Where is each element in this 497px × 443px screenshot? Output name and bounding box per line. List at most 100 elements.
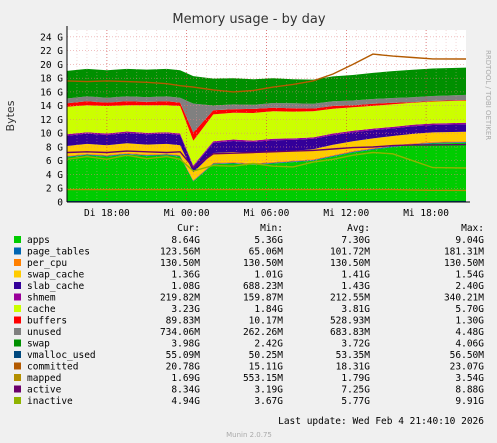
legend-value: 130.50M — [444, 258, 484, 269]
y-tick-label: 18 G — [40, 74, 63, 85]
legend-value: 5.70G — [455, 304, 484, 315]
legend-swatch-committed — [14, 362, 21, 370]
legend-value: 5.36G — [254, 235, 283, 246]
legend-value: 130.50M — [160, 258, 200, 269]
legend-swatch-shmem — [14, 293, 21, 301]
x-tick-label: Mi 18:00 — [403, 208, 449, 219]
legend-value: 683.83M — [330, 327, 370, 338]
legend-value: 55.09M — [166, 350, 201, 361]
legend-swatch-swap — [14, 339, 21, 347]
y-tick-label: 10 G — [40, 129, 63, 140]
legend-name: unused — [27, 327, 61, 338]
legend-swatch-vmalloc_used — [14, 351, 21, 358]
legend-value: 1.69G — [171, 373, 200, 384]
legend-value: 528.93M — [330, 316, 370, 327]
legend-value: 1.08G — [171, 281, 200, 292]
y-axis-label: Bytes — [4, 100, 17, 131]
area-swap_cache — [67, 131, 466, 180]
legend-value: 181.31M — [444, 247, 484, 258]
x-tick-label: Di 18:00 — [84, 208, 130, 219]
legend-name: shmem — [27, 293, 56, 304]
line-active — [66, 143, 467, 169]
area-apps — [67, 142, 466, 202]
legend-value: 4.06G — [455, 339, 484, 350]
legend-value: 3.67G — [254, 396, 283, 407]
y-tick-label: 14 G — [40, 101, 63, 112]
x-tick-label: Mi 00:00 — [164, 208, 210, 219]
line-committed — [66, 53, 467, 93]
y-tick-label: 0 — [57, 198, 63, 209]
y-tick-label: 20 G — [40, 60, 63, 71]
legend-value: 130.50M — [243, 258, 283, 269]
legend-name: per_cpu — [27, 258, 67, 269]
legend-value: 1.41G — [341, 270, 370, 281]
legend-value: 1.36G — [171, 270, 200, 281]
legend-value: 262.26M — [243, 327, 283, 338]
legend-value: 1.43G — [341, 281, 370, 292]
legend-value: 2.40G — [455, 281, 484, 292]
legend-swatch-slab_cache — [14, 282, 21, 289]
line-inactive — [66, 151, 467, 172]
last-update-text: Last update: Wed Feb 4 21:40:10 2026 — [278, 416, 484, 427]
legend-column-header: Max: — [461, 223, 484, 234]
legend-swatch-cache — [14, 305, 21, 312]
legend-name: swap — [27, 339, 50, 350]
area-buffers — [67, 100, 466, 141]
legend-value: 23.07G — [450, 362, 485, 373]
legend-value: 8.34G — [171, 385, 200, 396]
y-tick-label: 4 G — [46, 170, 63, 181]
legend-value: 212.55M — [330, 293, 370, 304]
legend-value: 65.06M — [249, 247, 284, 258]
x-tick-label: Mi 12:00 — [323, 208, 369, 219]
legend-value: 53.35M — [336, 350, 371, 361]
legend-value: 123.56M — [160, 247, 200, 258]
legend-value: 5.77G — [341, 396, 370, 407]
legend-value: 56.50M — [450, 350, 485, 361]
chart-title: Memory usage - by day — [172, 12, 325, 27]
legend-value: 9.91G — [455, 396, 484, 407]
legend-value: 9.04G — [455, 235, 484, 246]
legend-value: 10.17M — [249, 316, 284, 327]
legend-name: inactive — [27, 396, 73, 407]
legend-value: 8.88G — [455, 385, 484, 396]
legend-value: 553.15M — [243, 373, 283, 384]
legend-value: 101.72M — [330, 247, 370, 258]
y-tick-label: 6 G — [46, 156, 63, 167]
legend-value: 1.30G — [455, 316, 484, 327]
legend-column-header: Avg: — [347, 223, 370, 234]
line-mapped — [67, 188, 467, 192]
y-tick-label: 22 G — [40, 46, 63, 57]
legend-value: 7.30G — [341, 235, 370, 246]
area-slab_cache — [67, 124, 466, 173]
legend-value: 4.48G — [455, 327, 484, 338]
legend-value: 18.31G — [336, 362, 371, 373]
legend-value: 15.11G — [249, 362, 284, 373]
legend-value: 1.54G — [455, 270, 484, 281]
legend-swatch-buffers — [14, 316, 21, 324]
axes: 0 2 G 4 G 6 G 8 G 10 G 12 G 14 G 16 G 18 G 20 G 22 … — [40, 26, 470, 219]
legend-swatch-unused — [14, 328, 21, 335]
legend-name: buffers — [27, 316, 67, 327]
legend-value: 1.84G — [254, 304, 283, 315]
legend-value: 50.25M — [249, 350, 284, 361]
legend-column-header: Min: — [260, 223, 283, 234]
area-cache — [67, 100, 466, 166]
legend-name: slab_cache — [27, 281, 84, 292]
legend-name: vmalloc_used — [27, 350, 96, 361]
legend-value: 219.82M — [160, 293, 200, 304]
legend-name: committed — [27, 362, 78, 373]
legend-swatch-inactive — [14, 397, 21, 404]
rrdtool-side-label: RRDTOOL / TOBI OETIKER — [484, 50, 492, 140]
legend-value: 3.72G — [341, 339, 370, 350]
area-unused — [67, 94, 466, 133]
legend-value: 3.98G — [171, 339, 200, 350]
legend-swatch-apps — [14, 236, 21, 243]
legend-value: 130.50M — [330, 258, 370, 269]
legend-value: 3.19G — [254, 385, 283, 396]
legend-value: 3.54G — [455, 373, 484, 384]
legend-value: 8.64G — [171, 235, 200, 246]
legend: Cur: Min: Avg: Max: apps 8.64G 5.36G 7.30G 9.04G… — [14, 223, 484, 407]
legend-value: 3.23G — [171, 304, 200, 315]
legend-value: 89.83M — [166, 316, 201, 327]
